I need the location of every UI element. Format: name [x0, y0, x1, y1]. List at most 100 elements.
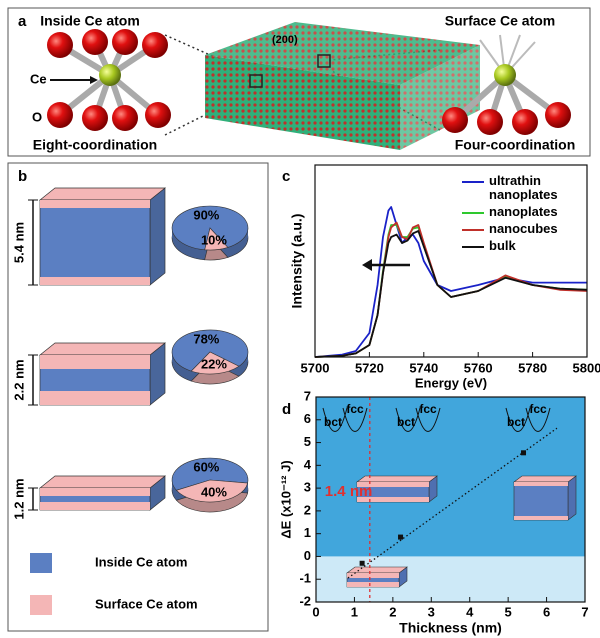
y-tick-label: 6	[304, 411, 311, 426]
x-tick-label: 5	[505, 604, 512, 619]
legend-swatch	[462, 181, 484, 183]
legend-label: bulk	[489, 238, 516, 253]
x-tick-label: 1	[351, 604, 358, 619]
panel-a-frame	[7, 7, 591, 157]
slab-top	[39, 187, 166, 201]
energy-curve	[342, 407, 368, 432]
icon-cap	[357, 497, 429, 502]
data-point	[359, 560, 365, 566]
energy-curve	[525, 407, 551, 432]
legend-entry: nanocubes	[462, 222, 592, 236]
x-tick-label: 5740	[409, 360, 438, 375]
icon-cap	[347, 573, 399, 578]
y-axis-label: ΔE (x10⁻¹² J)	[278, 460, 293, 538]
surface-caption: Four-coordination	[455, 137, 576, 153]
pie-value-label: 40%	[201, 484, 227, 499]
legend-swatch	[462, 229, 484, 231]
y-tick-label: 0	[304, 548, 311, 563]
panel-label: a	[18, 13, 27, 30]
data-point	[398, 534, 404, 540]
threshold-label: 1.4 nm	[325, 483, 373, 500]
y-tick-label: -1	[299, 571, 311, 586]
panel-label: d	[282, 401, 291, 418]
legend-label: Inside Ce atom	[95, 554, 187, 569]
y-tick-label: 5	[304, 434, 311, 449]
pie-slice	[190, 351, 240, 375]
fit-line	[347, 427, 558, 579]
icon-top	[513, 475, 577, 483]
thickness-label: 1.2 nm	[11, 478, 26, 519]
energy-curve	[415, 407, 441, 432]
legend: ultrathin nanoplates nanoplates nanocubes b…	[462, 174, 592, 256]
legend-entry: nanoplates	[462, 205, 592, 219]
icon-cap	[514, 516, 568, 520]
y-tick-label: -2	[299, 593, 311, 608]
x-tick-label: 5780	[518, 360, 547, 375]
slab-cap	[40, 355, 150, 369]
x-tick-label: 6	[543, 604, 550, 619]
phase-label: bct	[507, 415, 525, 429]
plot-frame	[314, 164, 588, 358]
inside-caption: Eight-coordination	[33, 137, 157, 153]
panel-b-frame	[7, 162, 269, 632]
pie-value-label: 78%	[193, 332, 219, 347]
pie-value-label: 10%	[201, 232, 227, 247]
y-axis-label: Intensity (a.u.)	[289, 214, 305, 309]
thickness-label: 2.2 nm	[11, 359, 26, 400]
x-tick-label: 5760	[464, 360, 493, 375]
o-label: O	[32, 109, 42, 124]
shift-arrow-head	[362, 259, 372, 271]
legend-swatch	[462, 246, 484, 248]
y-tick-label: 4	[304, 457, 312, 472]
y-tick-label: 1	[304, 525, 311, 540]
facet-label: (200)	[272, 34, 298, 46]
panel-a-art	[47, 22, 571, 150]
phase-label: bct	[324, 415, 342, 429]
legend-label: nanoplates	[489, 204, 558, 219]
legend-swatch	[30, 595, 52, 615]
pie-value-label: 22%	[201, 356, 227, 371]
legend-label: Surface Ce atom	[95, 596, 198, 611]
legend-entry: bulk	[462, 239, 592, 253]
legend-swatch	[462, 212, 484, 214]
x-tick-label: 0	[312, 604, 319, 619]
icon-cap	[347, 582, 399, 587]
icon-top	[346, 566, 408, 574]
slab-top	[39, 475, 166, 489]
x-tick-label: 4	[466, 604, 474, 619]
panel-label: c	[282, 168, 290, 185]
legend-swatch	[30, 553, 52, 573]
legend-label: ultrathin nanoplates	[489, 173, 558, 202]
slab-cap	[40, 277, 150, 285]
pie-slice	[171, 329, 249, 372]
ce-label: Ce	[30, 71, 47, 86]
legend-entry: ultrathin nanoplates	[462, 174, 592, 202]
x-tick-label: 3	[428, 604, 435, 619]
icon-cap	[357, 482, 429, 487]
x-tick-label: 7	[581, 604, 588, 619]
icon-side	[567, 475, 577, 521]
spectrum-line	[314, 230, 588, 358]
pie-value-label: 90%	[193, 208, 219, 223]
thickness-label: 5.4 nm	[11, 222, 26, 263]
pie-slice	[171, 457, 249, 491]
x-tick-label: 5700	[301, 360, 330, 375]
slab-top	[39, 342, 166, 356]
phase-label: fcc	[419, 402, 437, 416]
x-axis-label: Thickness (nm)	[399, 620, 502, 636]
slab-side	[149, 187, 166, 286]
slab-cap	[40, 502, 150, 510]
slab-cap	[40, 488, 150, 496]
y-tick-label: 7	[304, 388, 311, 403]
x-axis-label: Energy (eV)	[415, 375, 487, 390]
icon-top	[356, 475, 438, 483]
pie-value-label: 60%	[193, 460, 219, 475]
plot-frame	[315, 396, 586, 603]
pie-slice	[175, 479, 249, 503]
slab-front	[39, 199, 151, 286]
panel-label: b	[18, 168, 27, 185]
data-point	[521, 450, 527, 456]
phase-label: fcc	[529, 402, 547, 416]
